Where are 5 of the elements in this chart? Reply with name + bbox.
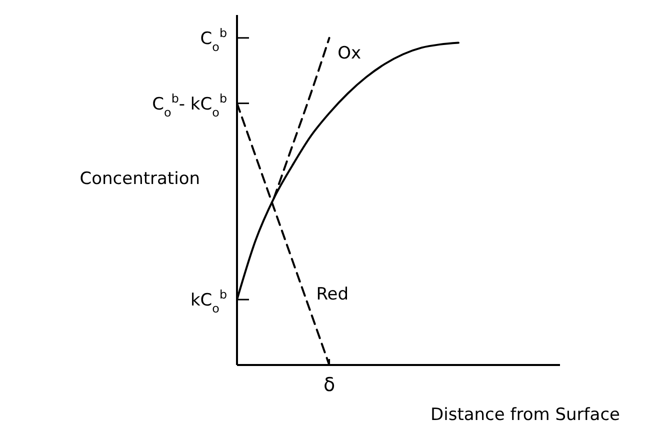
series-label: Ox — [338, 44, 362, 64]
text: δ — [323, 374, 336, 396]
y-axis-title: Concentration — [80, 169, 200, 189]
x-axis-title: Distance from Surface — [430, 405, 620, 425]
series-label: Red — [316, 284, 349, 305]
